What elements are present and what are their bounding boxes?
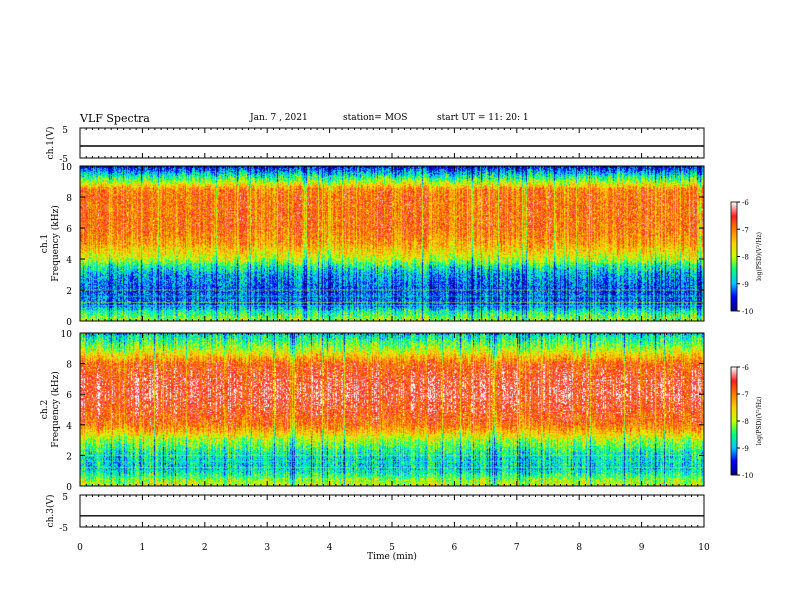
y-tick-label: -5: [59, 155, 68, 165]
figure-title: VLF Spectra: [80, 112, 150, 125]
y-tick-label: 0: [66, 483, 72, 493]
y-tick-label: 10: [61, 163, 73, 173]
colorbar-tick-label: -10: [742, 472, 753, 480]
colorbar-tick-label: -6: [742, 199, 749, 207]
x-tick-label: 1: [140, 543, 146, 553]
channel-label-ch.1: ch.1: [40, 234, 50, 253]
channel-label-ch.2: ch.2: [40, 400, 50, 419]
panel-frame-3: [79, 332, 705, 487]
colorbar-tick-label: -8: [742, 254, 749, 262]
y-axis-label-frequency: Frequency (kHz): [50, 371, 61, 448]
colorbar-tick-label: -6: [742, 364, 749, 372]
y-tick-label: 0: [66, 318, 72, 328]
y-tick-label: 8: [66, 194, 72, 204]
y-axis-label-frequency: Frequency (kHz): [50, 205, 61, 282]
colorbar-label: log(PSD)(V²/Hz): [756, 397, 763, 446]
colorbar-tick-label: -10: [742, 308, 753, 316]
colorbar-tick-label: -7: [742, 226, 749, 234]
y-tick-label: 6: [66, 391, 72, 401]
y-tick-label: 4: [66, 422, 72, 432]
y-tick-label: 2: [66, 452, 72, 462]
y-tick-label: 4: [66, 256, 72, 266]
y-axis-label-ch3: ch.3(V): [45, 495, 56, 528]
x-tick-label: 8: [576, 543, 582, 553]
x-tick-label: 2: [202, 543, 208, 553]
panel-frame-2: [79, 165, 705, 322]
x-tick-label: 10: [698, 543, 710, 553]
colorbar-tick-label: -7: [742, 391, 749, 399]
x-tick-label: 4: [327, 543, 333, 553]
y-tick-label: 5: [62, 493, 68, 503]
y-tick-label: -5: [59, 524, 68, 534]
y-axis-label-ch1: ch.1(V): [45, 127, 56, 160]
colorbar-frame: [730, 201, 738, 312]
y-tick-label: 6: [66, 225, 72, 235]
colorbar-tick-label: -9: [742, 445, 749, 453]
x-tick-label: 9: [639, 543, 645, 553]
y-tick-label: 2: [66, 287, 72, 297]
colorbar-tick-label: -9: [742, 281, 749, 289]
x-axis-label: Time (min): [367, 551, 417, 562]
y-tick-label: 8: [66, 361, 72, 371]
x-tick-label: 5: [389, 543, 395, 553]
y-tick-label: 5: [62, 126, 68, 136]
y-tick-label: 10: [61, 330, 73, 340]
start-time-label: start UT = 11: 20: 1: [437, 113, 529, 123]
station-label: station= MOS: [343, 113, 408, 123]
colorbar-label: log(PSD)(V²/Hz): [756, 232, 763, 281]
x-tick-label: 0: [77, 543, 83, 553]
x-tick-label: 3: [264, 543, 270, 553]
x-tick-label: 7: [514, 543, 520, 553]
x-tick-label: 6: [452, 543, 458, 553]
date-label: Jan. 7 , 2021: [250, 113, 308, 123]
colorbar-tick-label: -8: [742, 418, 749, 426]
colorbar-frame: [730, 366, 738, 476]
